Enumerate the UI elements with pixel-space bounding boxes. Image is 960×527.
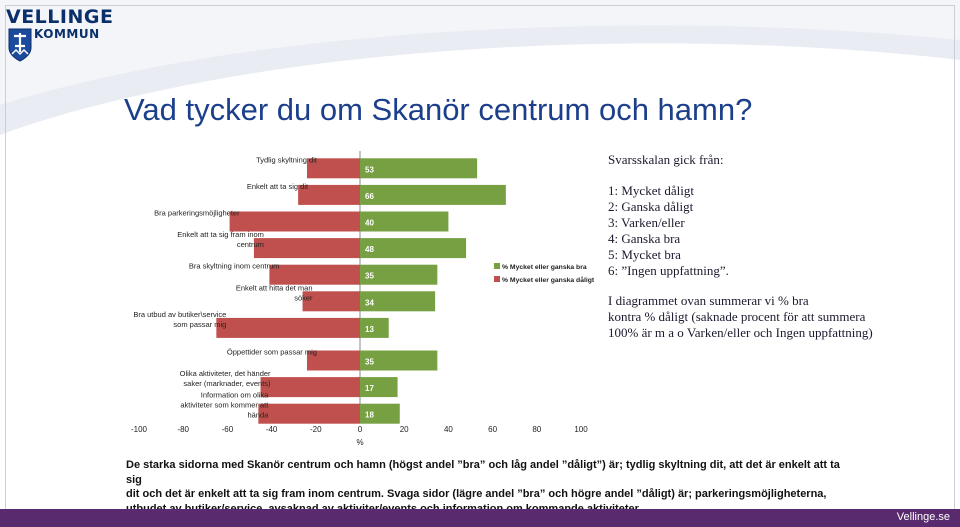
bar-good <box>360 211 449 232</box>
x-tick-label: -100 <box>131 425 148 434</box>
bar-bad <box>302 291 360 312</box>
x-tick-label: 40 <box>444 425 453 434</box>
legend-label: % Mycket eller ganska bra <box>502 264 587 271</box>
bar-chart: 53 Tydlig skyltning dit 66 Enkelt att ta si… <box>126 147 596 454</box>
logo-line2: KOMMUN <box>34 27 100 41</box>
category-label: saker (marknader, events) <box>183 379 271 388</box>
explanation-line: I diagrammet ovan summerar vi % bra <box>608 293 809 308</box>
x-tick-label: -40 <box>266 425 278 434</box>
scale-item: 5: Mycket bra <box>608 247 681 262</box>
category-label: söker <box>294 293 313 302</box>
x-tick-label: -60 <box>222 425 234 434</box>
x-tick-label: 0 <box>358 425 363 434</box>
category-label: aktiviteter som kommer att <box>180 401 269 410</box>
data-label: 18 <box>365 411 374 420</box>
category-label: Enkelt att ta sig fram inom <box>177 230 264 239</box>
bar-bad <box>229 211 360 232</box>
x-tick-label: 100 <box>574 425 588 434</box>
category-label: Bra utbud av butiker\service <box>133 310 226 319</box>
data-label: 40 <box>365 219 374 228</box>
scale-item: 2: Ganska dåligt <box>608 199 694 214</box>
data-label: 35 <box>365 272 374 281</box>
legend-swatch <box>494 276 500 282</box>
caption-line: dit och det är enkelt att ta sig fram in… <box>126 488 827 500</box>
scale-item: 3: Varken/eller <box>608 215 685 230</box>
logo-line1: VELLINGE <box>6 6 114 28</box>
bar-bad <box>258 403 360 424</box>
bar-bad <box>269 264 360 285</box>
bar-bad <box>253 238 360 259</box>
coat-of-arms-icon <box>8 28 32 62</box>
bar-bad <box>260 377 360 398</box>
category-label: Tydlig skyltning dit <box>256 155 318 164</box>
category-label: Enkelt att hitta det man <box>236 283 313 292</box>
header-swoosh <box>0 0 960 135</box>
bar-bad <box>216 317 360 338</box>
category-label: hända <box>247 411 269 420</box>
vellinge-logo: VELLINGE KOMMUN <box>6 6 116 70</box>
slide-title: Vad tycker du om Skanör centrum och hamn… <box>124 92 753 127</box>
data-label: 53 <box>365 165 374 174</box>
scale-item: 1: Mycket dåligt <box>608 183 694 198</box>
data-label: 35 <box>365 358 374 367</box>
caption-line: De starka sidorna med Skanör centrum och… <box>126 459 840 486</box>
bar-good <box>360 291 436 312</box>
category-label: Olika aktiviteter, det händer <box>180 369 271 378</box>
explanation-line: kontra % dåligt (saknade procent för att… <box>608 309 866 324</box>
bar-good <box>360 403 400 424</box>
data-label: 48 <box>365 245 374 254</box>
bar-good <box>360 158 478 179</box>
scale-list: 1: Mycket dåligt 2: Ganska dåligt 3: Var… <box>608 183 729 279</box>
scale-item: 6: ”Ingen uppfattning”. <box>608 263 729 278</box>
category-label: Enkelt att ta sig dit <box>247 182 309 191</box>
legend-swatch <box>494 263 500 269</box>
data-label: 17 <box>365 384 374 393</box>
category-label: Bra parkeringsmöjligheter <box>154 209 240 218</box>
summary-caption: De starka sidorna med Skanör centrum och… <box>126 458 846 516</box>
bar-good <box>360 264 438 285</box>
legend-label: % Mycket eller ganska dåligt <box>502 276 595 284</box>
category-label: centrum <box>237 240 264 249</box>
x-tick-label: 20 <box>400 425 409 434</box>
x-tick-label: 80 <box>532 425 541 434</box>
scale-heading: Svarsskalan gick från: <box>608 152 724 167</box>
scale-item: 4: Ganska bra <box>608 231 681 246</box>
explanation-line: 100% är m a o Varken/eller och Ingen upp… <box>608 325 873 340</box>
x-tick-label: -80 <box>177 425 189 434</box>
bar-bad <box>298 184 360 205</box>
bar-bad <box>306 158 360 179</box>
bar-good <box>360 184 506 205</box>
category-label: Bra skyltning inom centrum <box>189 262 279 271</box>
bar-good <box>360 238 467 259</box>
data-label: 34 <box>365 298 374 307</box>
x-axis-label: % <box>356 438 363 447</box>
category-label: Öppettider som passar mig <box>227 348 317 357</box>
category-label: som passar mig <box>173 320 226 329</box>
x-tick-label: -20 <box>310 425 322 434</box>
bar-good <box>360 377 398 398</box>
bar-good <box>360 317 389 338</box>
explanation-text: I diagrammet ovan summerar vi % bra kont… <box>608 293 873 341</box>
data-label: 13 <box>365 325 374 334</box>
footer-bar <box>0 509 960 527</box>
bar-bad <box>306 350 360 371</box>
chart-svg: 53 Tydlig skyltning dit 66 Enkelt att ta si… <box>131 151 595 447</box>
bar-good <box>360 350 438 371</box>
category-label: Information om olika <box>201 391 269 400</box>
data-label: 66 <box>365 192 374 201</box>
footer-link[interactable]: Vellinge.se <box>896 511 950 523</box>
x-tick-label: 60 <box>488 425 497 434</box>
